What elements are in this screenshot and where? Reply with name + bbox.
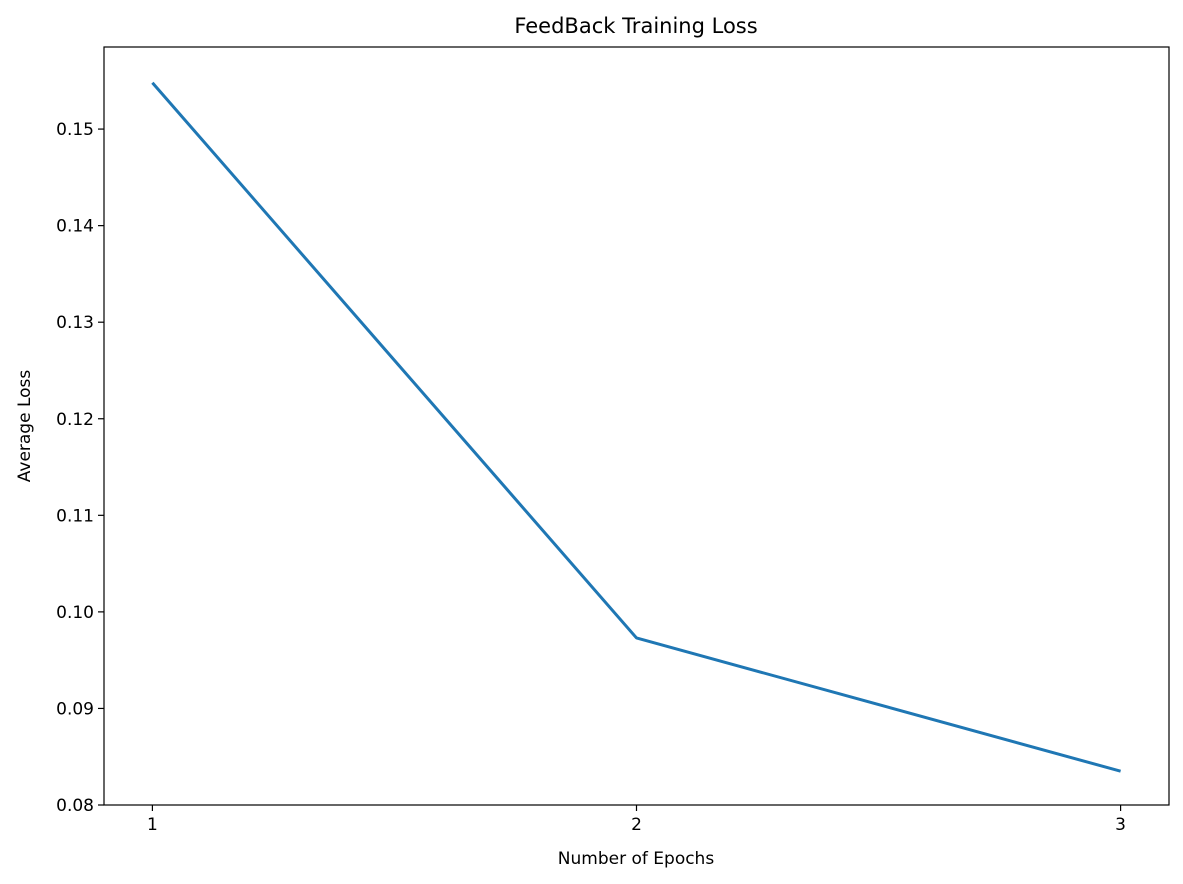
y-tick-label: 0.12	[56, 410, 94, 430]
x-tick-label: 3	[1115, 815, 1126, 835]
y-tick-label: 0.09	[56, 699, 94, 719]
plot-area: 1 2 3 0.08 0.09 0.10 0.11 0.12 0.13 0.14 0.15	[56, 81, 1126, 835]
y-tick-label: 0.15	[56, 120, 94, 140]
x-axis-label: Number of Epochs	[558, 849, 715, 869]
y-tick-label: 0.08	[56, 796, 94, 816]
plot-frame	[103, 46, 1170, 806]
series-line	[151, 81, 1121, 773]
y-tick-label: 0.13	[56, 313, 94, 333]
y-axis-label: Average Loss	[15, 370, 35, 483]
y-tick-label: 0.11	[56, 506, 94, 526]
x-tick-label: 1	[147, 815, 158, 835]
y-tick-label: 0.14	[56, 217, 94, 237]
x-tick-label: 2	[631, 815, 642, 835]
y-tick-label: 0.10	[56, 603, 94, 623]
chart-title: FeedBack Training Loss	[514, 14, 757, 38]
